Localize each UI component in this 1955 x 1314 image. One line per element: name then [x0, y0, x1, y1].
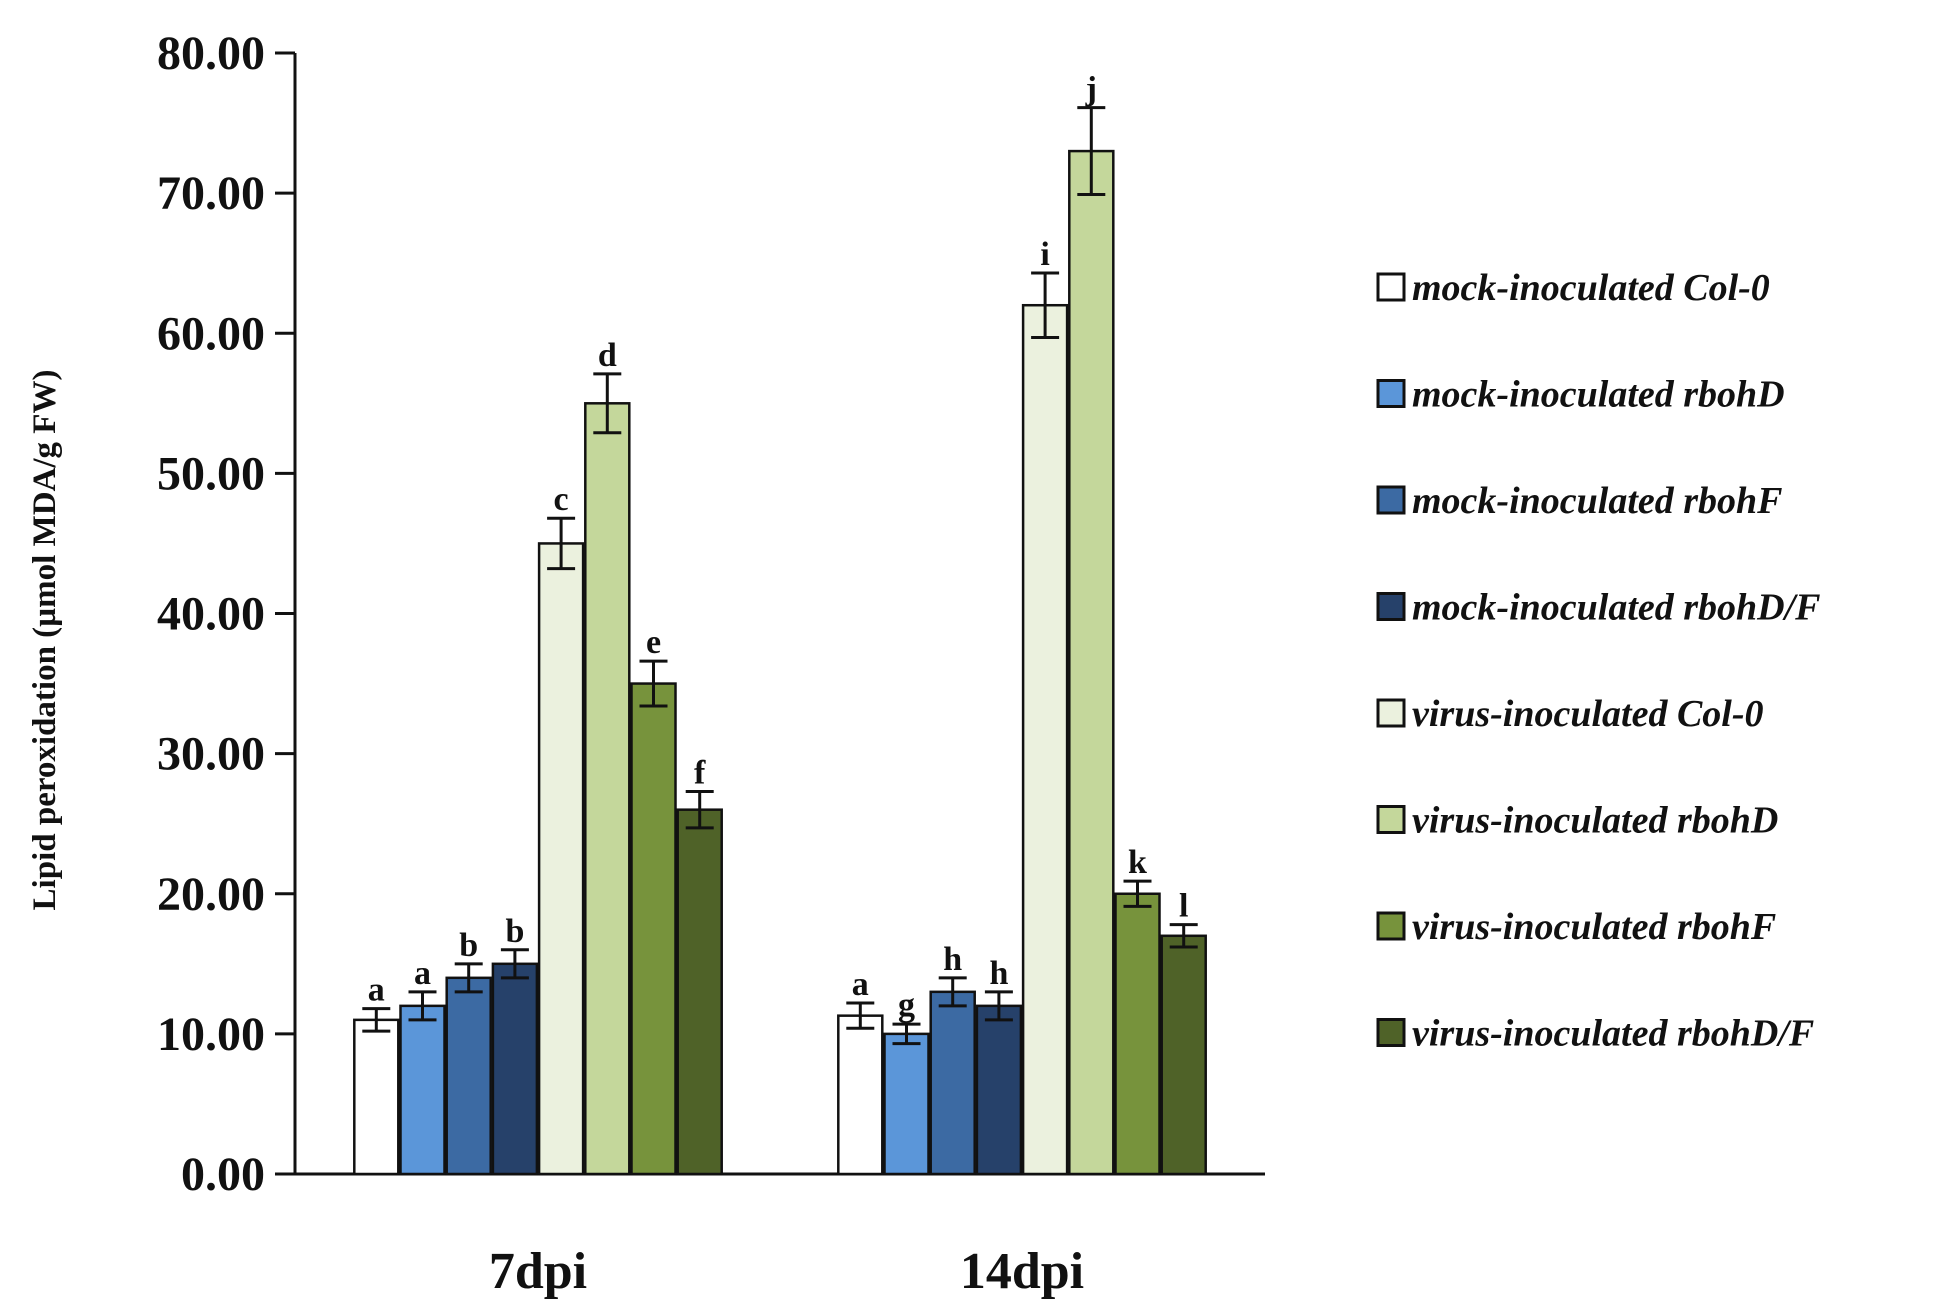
bar	[399, 1004, 446, 1176]
legend-label: virus-inoculated Col-0	[1412, 693, 1764, 735]
legend-swatch	[1376, 485, 1406, 515]
significance-label: e	[646, 624, 661, 661]
bar	[630, 682, 677, 1176]
error-bars	[362, 106, 1198, 1046]
y-tick-label: 40.00	[157, 588, 265, 641]
y-tick-label: 30.00	[157, 728, 265, 781]
significance-label: j	[1085, 71, 1097, 108]
y-tick-label: 10.00	[157, 1008, 265, 1061]
legend-label: virus-inoculated rbohD	[1412, 800, 1778, 842]
significance-label: c	[554, 481, 569, 518]
significance-label: k	[1128, 844, 1147, 881]
legend: mock-inoculated Col-0 mock-inoculated rbo…	[1376, 267, 1821, 1055]
legend-swatch	[1376, 698, 1406, 728]
legend-label: mock-inoculated rbohD	[1412, 374, 1785, 416]
significance-label: i	[1040, 236, 1049, 273]
legend-swatch	[1376, 911, 1406, 941]
y-tick-label: 70.00	[157, 167, 265, 220]
significance-label: f	[694, 754, 706, 791]
x-category-label: 7dpi	[489, 1243, 587, 1300]
legend-label: virus-inoculated rbohF	[1412, 906, 1776, 948]
legend-swatch	[1376, 379, 1406, 408]
legend-label: mock-inoculated rbohF	[1412, 480, 1783, 522]
y-axis-label: Lipid peroxidation (µmol MDA/g FW)	[27, 370, 63, 911]
legend-swatch	[1376, 272, 1406, 302]
significance-label: l	[1179, 888, 1188, 925]
legend-label: virus-inoculated rbohD/F	[1412, 1013, 1814, 1055]
axes: 0.00 10.00 20.00 30.00 40.00 50.00 60.00 70.00 8…	[157, 27, 1265, 1300]
significance-label: b	[505, 913, 524, 950]
significance-label: h	[989, 955, 1008, 992]
y-tick-label: 50.00	[157, 447, 265, 500]
significance-label: h	[943, 941, 962, 978]
bar	[1114, 892, 1161, 1176]
bars	[353, 149, 1207, 1176]
legend-swatch	[1376, 1018, 1406, 1047]
significance-label: a	[368, 972, 385, 1009]
bar	[837, 1014, 884, 1176]
bar	[975, 1004, 1023, 1176]
significance-label: b	[459, 927, 478, 964]
significance-label: a	[414, 955, 431, 992]
bar	[537, 542, 585, 1176]
bar	[445, 976, 492, 1176]
y-tick-label: 0.00	[181, 1148, 265, 1201]
bar	[1021, 303, 1069, 1176]
bar	[676, 808, 723, 1176]
bar	[1160, 934, 1207, 1176]
bar	[1068, 149, 1115, 1176]
bar	[929, 990, 976, 1176]
legend-label: mock-inoculated Col-0	[1412, 267, 1770, 309]
legend-swatch	[1376, 592, 1406, 621]
legend-swatch	[1376, 805, 1406, 834]
significance-label: a	[852, 966, 869, 1003]
y-tick-label: 20.00	[157, 868, 265, 921]
bar	[491, 962, 539, 1176]
bar	[584, 402, 631, 1176]
y-tick-label: 60.00	[157, 307, 265, 360]
bar	[883, 1032, 930, 1176]
y-tick-label: 80.00	[157, 27, 265, 80]
bar	[353, 1018, 400, 1176]
legend-label: mock-inoculated rbohD/F	[1412, 587, 1821, 629]
significance-label: g	[898, 987, 915, 1024]
x-category-label: 14dpi	[960, 1243, 1084, 1300]
significance-label: d	[598, 337, 617, 374]
